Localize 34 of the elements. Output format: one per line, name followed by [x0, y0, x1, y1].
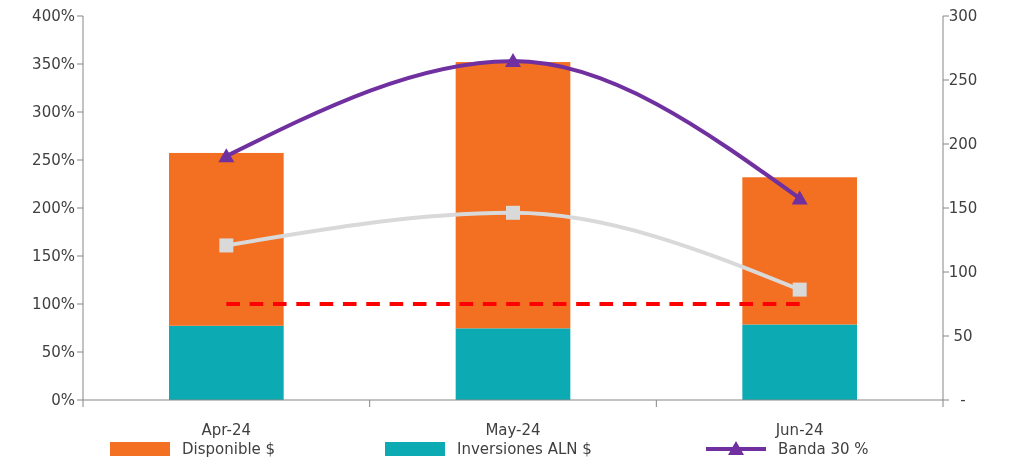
y2-tick-label: 200	[948, 135, 978, 153]
y-tick-label: 250%	[32, 151, 75, 169]
y2-tick-label: 250	[948, 71, 978, 89]
bar	[169, 325, 284, 400]
legend-label: Inversiones ALN $	[457, 440, 592, 458]
point	[792, 282, 807, 297]
point	[218, 148, 235, 163]
legend-label: Banda 30 %	[778, 440, 869, 458]
x-tick-label: Jun-24	[774, 421, 824, 439]
y-tick-label: 100%	[32, 295, 75, 313]
y2-tick-label: 50	[953, 327, 973, 345]
y2-tick-label: 100	[948, 263, 978, 281]
y-tick-label: 400%	[32, 7, 75, 25]
y-tick-label: 200%	[32, 199, 75, 217]
legend-label: Disponible $	[182, 440, 276, 458]
point	[506, 205, 520, 220]
y-tick-label: 50%	[41, 343, 75, 361]
x-tick-label: Apr-24	[201, 421, 252, 439]
y-tick-label: 0%	[51, 391, 75, 409]
y2-tick-label: 150	[948, 199, 978, 217]
bar	[169, 152, 284, 326]
y-tick-label: 300%	[32, 103, 75, 121]
point	[219, 238, 234, 253]
bar	[455, 62, 571, 329]
point	[791, 190, 808, 205]
bar	[455, 328, 571, 400]
bar	[742, 177, 857, 325]
y2-tick-label: -	[960, 391, 966, 409]
point	[505, 53, 521, 68]
y-tick-label: 150%	[32, 247, 75, 265]
y-tick-label: 350%	[32, 55, 75, 73]
y2-tick-label: 300	[948, 7, 978, 25]
x-tick-label: May-24	[485, 421, 541, 439]
bar	[742, 324, 857, 400]
